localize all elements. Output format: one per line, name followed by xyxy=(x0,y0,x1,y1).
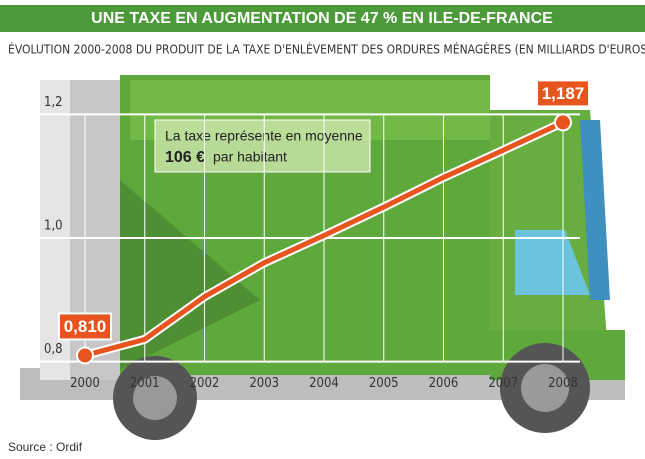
annotation-text: par habitant xyxy=(213,149,287,165)
value-label-box xyxy=(536,79,590,108)
source: Source : Ordif xyxy=(8,440,83,454)
banner xyxy=(0,5,645,32)
x-tick-label: 2000 xyxy=(70,376,100,391)
annotation-amount: 106 € xyxy=(165,149,205,166)
value-label-box xyxy=(58,312,112,341)
x-tick-label: 2007 xyxy=(488,376,518,391)
value-label: 1,187 xyxy=(542,84,585,103)
x-tick-label: 2004 xyxy=(309,376,339,391)
x-tick-label: 2003 xyxy=(249,376,279,391)
x-tick-label: 2002 xyxy=(190,376,220,391)
point xyxy=(554,113,572,132)
chart-title: UNE TAXE EN AUGMENTATION DE 47 % EN ILE-… xyxy=(91,10,553,27)
x-tick-label: 2008 xyxy=(548,376,578,391)
x-tick-label: 2006 xyxy=(429,376,459,391)
x-tick-label: 2001 xyxy=(130,376,160,391)
y-tick-label: 1,2 xyxy=(44,95,63,110)
point xyxy=(76,346,94,365)
y-tick-label: 1,0 xyxy=(44,219,63,234)
annotation-box xyxy=(154,119,371,173)
line xyxy=(84,120,565,358)
value-label: 0,810 xyxy=(64,317,107,336)
x-tick-label: 2005 xyxy=(369,376,399,391)
y-tick-label: 0,8 xyxy=(44,342,63,357)
chart-subtitle: ÉVOLUTION 2000-2008 DU PRODUIT DE LA TAX… xyxy=(8,42,645,57)
